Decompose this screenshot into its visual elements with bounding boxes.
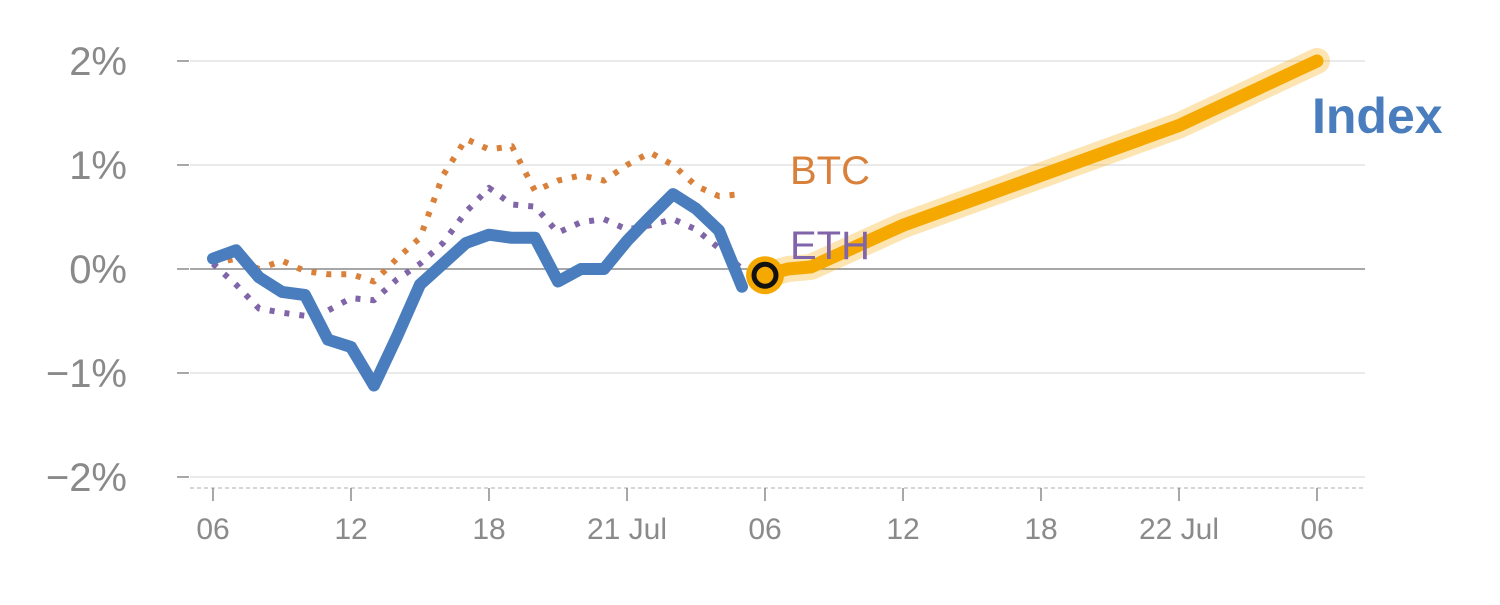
index-series-line <box>207 188 748 392</box>
x-tick-label: 06 <box>1300 513 1333 546</box>
x-tick-label: 12 <box>334 513 367 546</box>
y-tick-label: 0% <box>69 248 127 292</box>
x-tick-label: 18 <box>1024 513 1057 546</box>
eth-series-label: ETH <box>790 224 870 268</box>
eth-series-line <box>210 184 745 319</box>
x-tick-label: 12 <box>886 513 919 546</box>
y-tick-label: 2% <box>69 40 127 84</box>
y-tick-label: −2% <box>46 456 127 500</box>
x-tick-label: 21 Jul <box>587 513 667 546</box>
x-tick-label: 06 <box>748 513 781 546</box>
index-series-label: Index <box>1312 88 1443 144</box>
x-tick-label: 22 Jul <box>1139 513 1219 546</box>
btc-series-label: BTC <box>790 149 870 193</box>
series-layer <box>207 48 1330 392</box>
current-point-marker <box>751 261 779 289</box>
label-layer: BTC ETH Index <box>790 88 1443 268</box>
forecast-series-line <box>758 54 1324 282</box>
axis-layer: 2% 1% 0% −1% −2% 06 12 18 21 Jul 06 12 18 22 Jul 06 <box>46 40 1365 546</box>
y-tick-label: −1% <box>46 352 127 396</box>
y-tick-label: 1% <box>69 144 127 188</box>
btc-series-line <box>212 136 743 285</box>
x-tick-label: 06 <box>196 513 229 546</box>
x-tick-label: 18 <box>472 513 505 546</box>
